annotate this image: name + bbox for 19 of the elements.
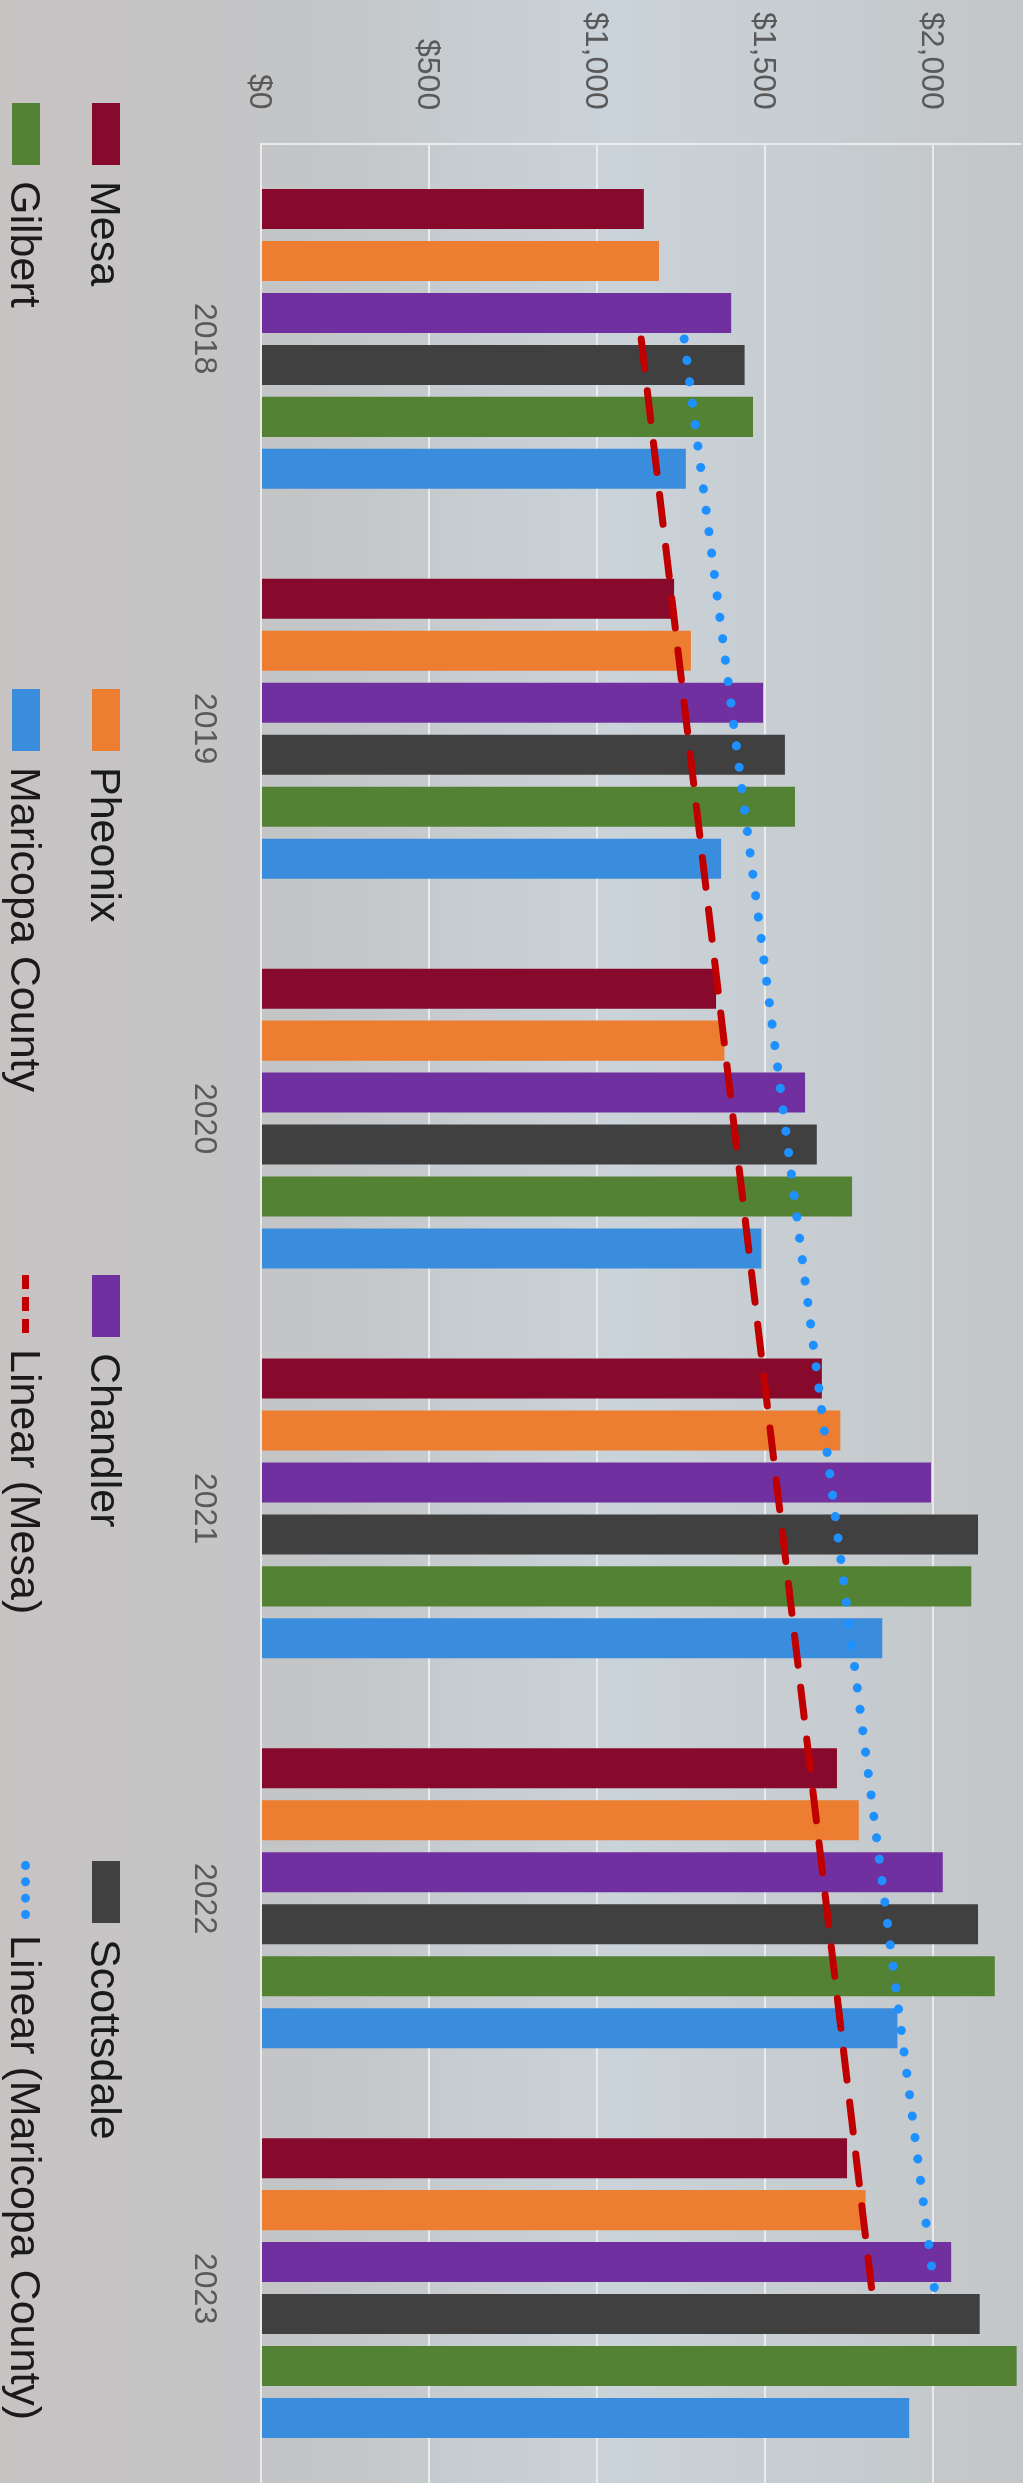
x-tick-label: $1,000: [578, 12, 616, 110]
y-tick-label: 2021: [187, 1472, 225, 1545]
y-tick-label: 2020: [187, 1083, 225, 1155]
y-tick-label: 2019: [187, 693, 225, 765]
legend-label: Linear (Maricopa County): [2, 1935, 51, 2421]
legend-label: Chandler: [82, 1353, 131, 1528]
legend-label: Gilbert: [2, 181, 51, 308]
legend-label: Mesa: [82, 181, 131, 287]
x-tick-label: $1,500: [746, 12, 784, 110]
y-tick-label: 2018: [187, 303, 225, 375]
legend-label: Scottsdale: [82, 1939, 131, 2140]
x-tick-label: $500: [410, 39, 448, 111]
x-tick-label: $0: [242, 74, 280, 110]
legend-label: Maricopa County: [2, 767, 51, 1093]
legend-label: Pheonix: [82, 767, 131, 923]
y-tick-label: 2023: [187, 2252, 225, 2324]
legend-label: Linear (Mesa): [2, 1349, 51, 1615]
y-tick-label: 2022: [187, 1862, 225, 1934]
x-tick-label: $2,000: [914, 12, 951, 110]
